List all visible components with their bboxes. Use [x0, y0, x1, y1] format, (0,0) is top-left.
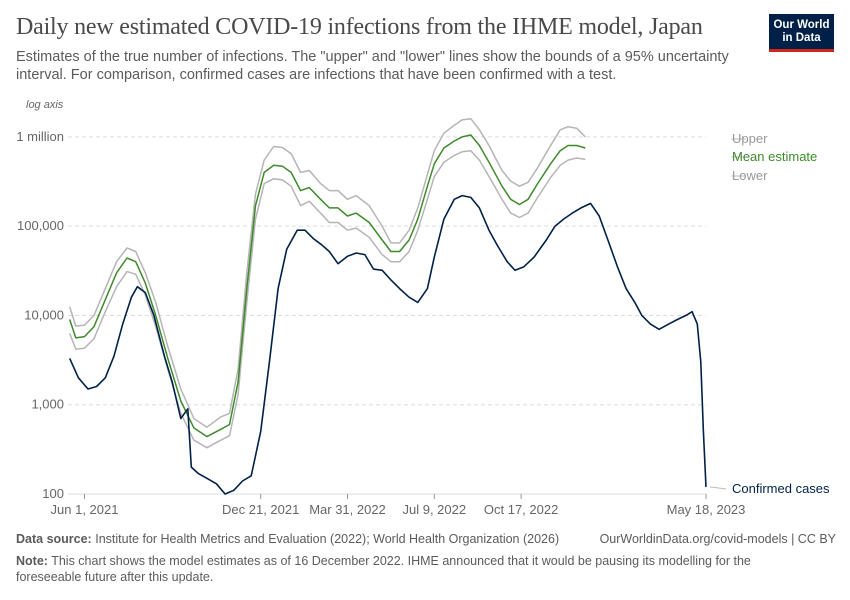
owid-logo[interactable]: Our World in Data — [769, 14, 834, 52]
logo-line-2: in Data — [782, 32, 821, 44]
x-tick-label: Oct 17, 2022 — [484, 502, 558, 517]
x-tick-label: May 18, 2023 — [667, 502, 746, 517]
y-tick-label: 100,000 — [17, 218, 64, 233]
source-label: Data source: — [16, 532, 92, 546]
chart-subtitle: Estimates of the true number of infectio… — [16, 49, 729, 83]
note-line: Note: This chart shows the model estimat… — [16, 553, 786, 585]
line-chart: log axis 100 1,000 10,000 100,000 1 million Ju… — [16, 99, 830, 517]
logo-line-1: Our World — [773, 19, 830, 31]
mean-estimate-line — [68, 134, 586, 438]
source-text: Institute for Health Metrics and Evaluat… — [95, 532, 560, 546]
note-text: This chart shows the model estimates as … — [16, 554, 751, 584]
y-tick-label: 10,000 — [24, 307, 64, 322]
legend-connector — [709, 486, 727, 490]
y-tick-label: 1 million — [16, 129, 64, 144]
legend-label: Mean estimate — [732, 149, 817, 164]
confirmed-cases-line — [68, 194, 707, 495]
chart-title: Daily new estimated COVID-19 infections … — [16, 14, 703, 40]
lower-line — [69, 149, 586, 449]
log-axis-note: log axis — [26, 99, 64, 111]
legend-label: Lower — [732, 168, 768, 183]
x-tick-label: Jul 9, 2022 — [403, 502, 467, 517]
legend-label: Confirmed cases — [732, 481, 830, 496]
source-line: Data source: Institute for Health Metric… — [16, 532, 836, 546]
y-tick-label: 1,000 — [31, 397, 64, 412]
legend-label: Upper — [732, 131, 768, 146]
note-label: Note: — [16, 554, 48, 568]
x-tick-label: Dec 21, 2021 — [222, 502, 299, 517]
y-tick-label: 100 — [42, 486, 64, 501]
upper-line — [68, 117, 586, 428]
x-tick-label: Jun 1, 2021 — [51, 502, 119, 517]
x-tick-label: Mar 31, 2022 — [309, 502, 386, 517]
source-url[interactable]: OurWorldinData.org/covid-models | CC BY — [599, 532, 836, 546]
